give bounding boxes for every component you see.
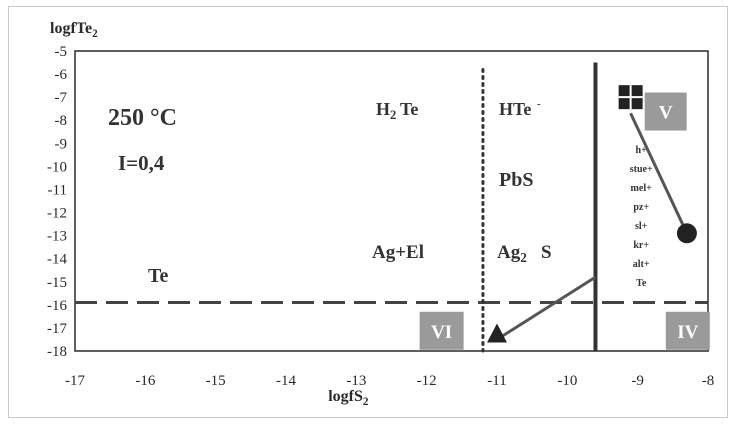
y-tick-label: -14 <box>47 252 67 268</box>
x-tick-label: -13 <box>346 373 366 389</box>
y-tick-label: -5 <box>55 44 68 60</box>
y-tick-label: -13 <box>47 229 67 245</box>
x-tick-label: -11 <box>487 373 506 389</box>
x-tick-label: -14 <box>276 373 296 389</box>
mineral-list-item: pz+ <box>633 202 649 213</box>
x-tick-label: -16 <box>135 373 155 389</box>
x-tick-label: -15 <box>206 373 226 389</box>
y-tick-label: -16 <box>47 298 67 314</box>
ionic-strength-label: I=0,4 <box>118 151 165 175</box>
region-label-agel: Ag+El <box>372 242 424 263</box>
triangle-marker <box>487 323 507 343</box>
y-tick-label: -15 <box>47 275 67 291</box>
y-tick-label: -8 <box>55 113 68 129</box>
y-axis-title: logfTe2 <box>50 20 98 40</box>
y-tick-label: -7 <box>55 90 68 106</box>
mineral-list-item: stue+ <box>630 164 653 175</box>
region-label-ag2s-suffix: S <box>541 242 552 263</box>
x-tick-label: -9 <box>631 373 644 389</box>
temperature-label: 250 °C <box>108 105 177 131</box>
x-axis-title: logfS2 <box>328 388 369 408</box>
region-label-hte: HTe <box>499 99 531 119</box>
region-label-te: Te <box>148 265 169 287</box>
region-label-pbs: PbS <box>499 169 533 191</box>
region-box-V <box>644 92 687 131</box>
mineral-list-item: Te <box>636 278 647 289</box>
y-tick-label: -18 <box>47 344 67 360</box>
y-tick-label: -6 <box>55 67 68 83</box>
mineral-list-item: sl+ <box>635 221 648 232</box>
region-label-hte-charge: - <box>537 98 541 110</box>
y-tick-label: -11 <box>48 182 67 198</box>
chart-frame <box>8 6 728 418</box>
mineral-list-item: mel+ <box>631 183 653 194</box>
y-tick-label: -17 <box>47 321 67 337</box>
plot-border <box>74 50 709 352</box>
arrow-line-upper <box>629 112 689 234</box>
mineral-list-item: alt+ <box>633 259 650 270</box>
x-tick-label: -8 <box>702 373 715 389</box>
region-box-label: VI <box>431 322 452 343</box>
x-tick-label: -17 <box>65 373 85 389</box>
mineral-list-item: kr+ <box>633 240 649 251</box>
mineral-list-item: h+ <box>636 145 648 156</box>
region-label-ag2s: Ag2 <box>497 242 527 265</box>
region-box-IV <box>665 311 710 350</box>
y-tick-label: -9 <box>55 136 68 152</box>
circle-marker <box>676 223 697 244</box>
region-box-label: IV <box>677 322 698 343</box>
region-label-h2te-suffix: Te <box>400 99 418 119</box>
region-box-VI <box>419 311 464 350</box>
region-label-h2te: H2 <box>376 99 396 122</box>
arrow-line-lower <box>496 275 597 341</box>
y-tick-label: -12 <box>47 206 67 222</box>
x-tick-label: -12 <box>417 373 437 389</box>
y-tick-label: -10 <box>47 159 67 175</box>
x-tick-label: -10 <box>557 373 577 389</box>
region-box-label: V <box>659 103 673 124</box>
